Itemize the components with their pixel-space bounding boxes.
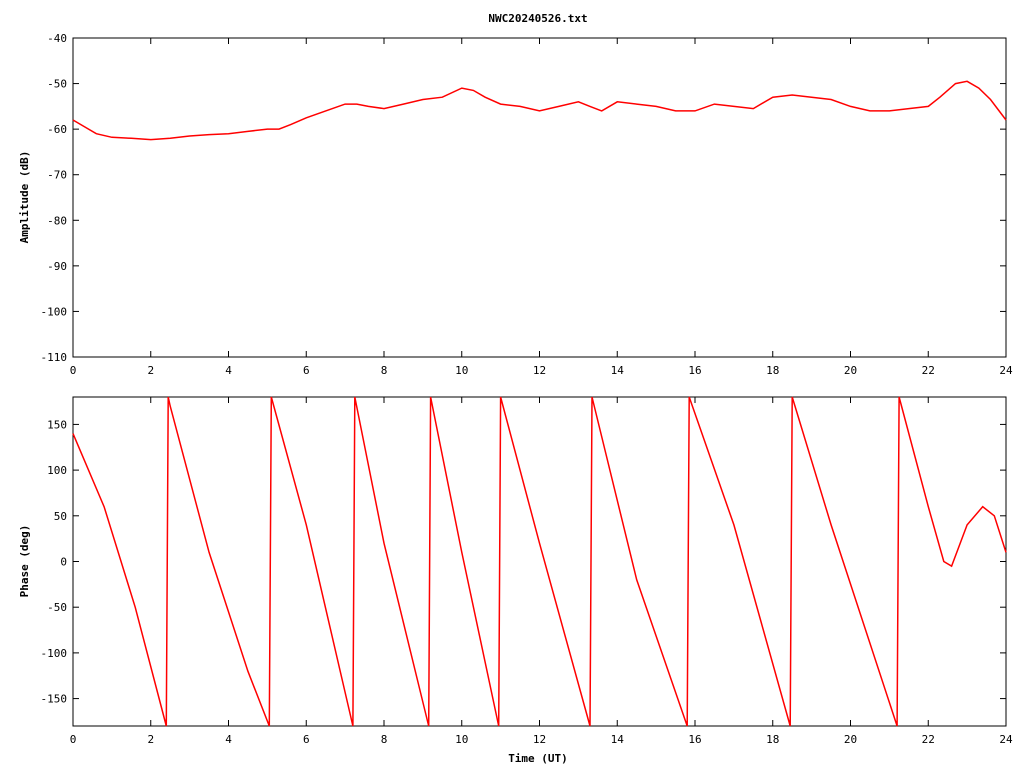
amplitude-y-ticks: -40 -50 -60 -70 -80 -90 -100 -110 xyxy=(41,32,1006,364)
amp-xtick-label: 10 xyxy=(455,364,468,377)
ph-ytick-label: -50 xyxy=(47,601,67,614)
amp-xtick-label: 18 xyxy=(766,364,779,377)
ph-xtick-label: 8 xyxy=(381,733,388,746)
amp-xtick-label: 6 xyxy=(303,364,310,377)
phase-x-axis-label: Time (UT) xyxy=(508,752,568,765)
ph-xtick-label: 18 xyxy=(766,733,779,746)
amp-xtick-label: 12 xyxy=(533,364,546,377)
amp-xtick-label: 14 xyxy=(611,364,625,377)
phase-y-axis-label: Phase (deg) xyxy=(18,525,31,598)
amp-ytick-label: -70 xyxy=(47,169,67,182)
amp-xtick-label: 8 xyxy=(381,364,388,377)
amp-xtick-label: 2 xyxy=(147,364,154,377)
ph-xtick-label: 6 xyxy=(303,733,310,746)
amp-ytick-label: -90 xyxy=(47,260,67,273)
ph-xtick-label: 24 xyxy=(999,733,1013,746)
ph-xtick-label: 14 xyxy=(611,733,625,746)
ph-xtick-label: 16 xyxy=(688,733,701,746)
amp-xtick-label: 16 xyxy=(688,364,701,377)
amp-ytick-label: -50 xyxy=(47,78,67,91)
ph-xtick-label: 20 xyxy=(844,733,857,746)
amplitude-y-axis-label: Amplitude (dB) xyxy=(18,151,31,244)
amp-xtick-label: 4 xyxy=(225,364,232,377)
ph-ytick-label: -150 xyxy=(41,693,68,706)
amplitude-plot-frame xyxy=(72,37,1007,358)
ph-xtick-label: 0 xyxy=(70,733,77,746)
amplitude-x-ticks: 0 2 4 6 8 10 12 14 16 18 20 22 24 xyxy=(70,38,1013,377)
amplitude-series-line xyxy=(72,80,1007,141)
ph-xtick-label: 12 xyxy=(533,733,546,746)
amp-ytick-label: -60 xyxy=(47,123,67,136)
phase-plot-frame xyxy=(72,396,1007,727)
amp-ytick-label: -80 xyxy=(47,214,67,227)
ph-xtick-label: 2 xyxy=(147,733,154,746)
phase-y-ticks: 150 100 50 0 -50 -100 -150 xyxy=(41,418,1006,706)
amp-ytick-label: -40 xyxy=(47,32,67,45)
amplitude-panel: -40-50-60-70-80-90-100-110 0 2 4 6 8 10 12 14 16… xyxy=(18,32,1013,377)
ph-ytick-label: 0 xyxy=(60,556,67,569)
ph-xtick-label: 22 xyxy=(922,733,935,746)
chart-title: NWC20240526.txt xyxy=(488,12,587,25)
ph-xtick-label: 4 xyxy=(225,733,232,746)
amp-ytick-label: -110 xyxy=(41,351,68,364)
phase-x-ticks: 0 2 4 6 8 10 12 14 16 18 20 22 24 xyxy=(70,397,1013,746)
ph-xtick-label: 10 xyxy=(455,733,468,746)
amp-xtick-label: 24 xyxy=(999,364,1013,377)
ph-ytick-label: -100 xyxy=(41,647,68,660)
ph-ytick-label: 50 xyxy=(54,510,67,523)
amp-xtick-label: 22 xyxy=(922,364,935,377)
amp-ytick-label: -100 xyxy=(41,305,68,318)
phase-series-line xyxy=(72,396,1007,727)
ph-ytick-label: 150 xyxy=(47,418,67,431)
amp-xtick-label: 20 xyxy=(844,364,857,377)
amp-xtick-label: 0 xyxy=(70,364,77,377)
ph-ytick-label: 100 xyxy=(47,464,67,477)
